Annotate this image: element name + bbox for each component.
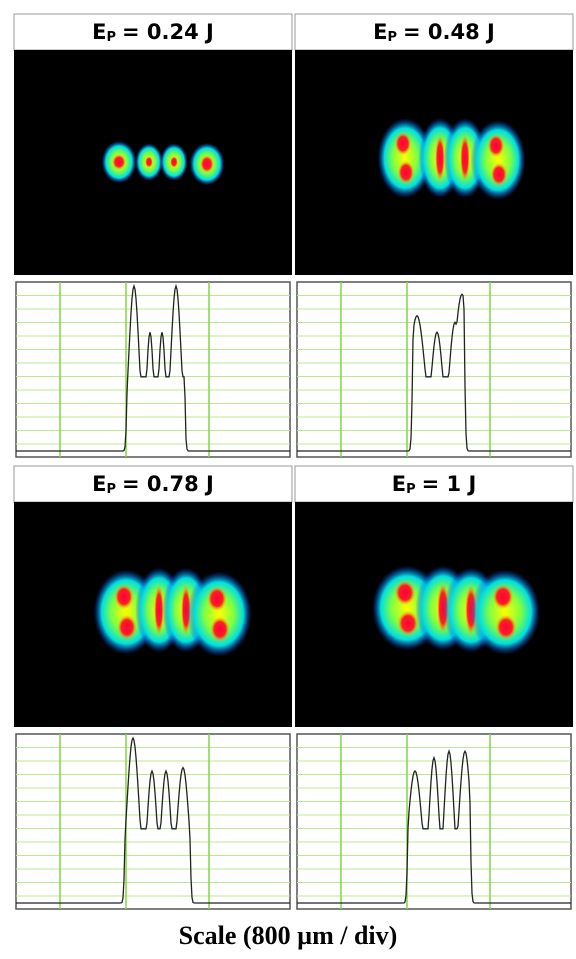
- profile-curve: [16, 283, 290, 452]
- panel-header: [13, 13, 293, 51]
- beam-core: [170, 156, 178, 168]
- label-subscript: P: [406, 482, 416, 497]
- beam-core: [207, 586, 227, 612]
- label-value: = 0.78 J: [122, 472, 214, 496]
- panel-label: EP = 1 J: [392, 472, 477, 497]
- panel-header: [294, 13, 574, 51]
- panel-header: [13, 465, 293, 503]
- beam-core: [397, 160, 415, 185]
- profile-box: [15, 733, 291, 910]
- profile-curve: [297, 749, 571, 904]
- beam-core: [492, 584, 514, 610]
- beam-core: [490, 162, 508, 187]
- beam-core: [117, 614, 137, 640]
- beam-core: [495, 614, 517, 640]
- label-symbol: E: [392, 472, 406, 496]
- beam-core: [397, 610, 419, 636]
- beam-glow: [470, 569, 540, 655]
- beam-core: [200, 155, 214, 173]
- label-subscript: P: [387, 30, 397, 45]
- panel-label: EP = 0.78 J: [92, 472, 214, 497]
- beam-core: [460, 134, 470, 182]
- beam-core: [114, 584, 134, 610]
- label-symbol: E: [92, 20, 106, 44]
- beam-glow: [377, 118, 433, 198]
- beam-glow: [470, 120, 526, 200]
- panel-header: [294, 465, 574, 503]
- profile-box: [296, 733, 572, 910]
- label-symbol: E: [92, 472, 106, 496]
- beam-core: [154, 584, 164, 636]
- beam-core: [487, 133, 505, 158]
- label-subscript: P: [106, 30, 116, 45]
- label-subscript: P: [106, 482, 116, 497]
- label-value: = 0.48 J: [403, 20, 495, 44]
- beam-core: [394, 580, 416, 606]
- label-value: = 0.24 J: [122, 20, 214, 44]
- label-symbol: E: [373, 20, 387, 44]
- beam-core: [435, 134, 445, 182]
- beam-core: [145, 156, 153, 168]
- beam-core: [394, 131, 412, 156]
- profile-box: [296, 281, 572, 458]
- beam-core: [112, 154, 126, 170]
- label-value: = 1 J: [422, 472, 477, 496]
- panel-label: EP = 0.48 J: [373, 20, 495, 45]
- beam-core: [210, 616, 230, 642]
- profile-curve: [297, 293, 571, 452]
- profile-curve: [16, 736, 290, 904]
- caption: Scale (800 µm / div): [179, 921, 398, 950]
- panel-label: EP = 0.24 J: [92, 20, 214, 45]
- beam-glow: [186, 571, 252, 657]
